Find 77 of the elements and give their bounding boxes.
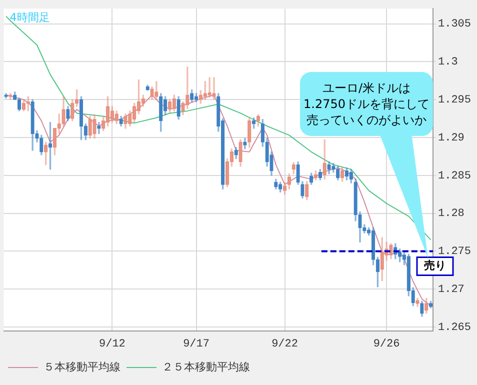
chart-title: 4時間足 [10,10,50,24]
candlestick [17,98,22,112]
candlestick [154,81,158,100]
candlestick [424,298,428,314]
candlestick [79,96,84,140]
candlestick [349,168,353,184]
x-tick-label: 9/12 [99,338,126,350]
candlestick [176,96,180,120]
candlestick [62,96,66,126]
candlestick [212,77,216,100]
candlestick [282,182,287,195]
y-tick-label: 1.29 [438,132,464,144]
candlestick [168,99,172,113]
candlestick [159,93,163,132]
candlestick [243,138,247,150]
y-tick-label: 1.285 [438,170,472,182]
candlestick [124,114,128,129]
candlestick [416,298,420,307]
y-tick-label: 1.3 [438,56,458,69]
candlestick [336,166,340,180]
candlestick [4,93,8,98]
candlestick [380,237,384,282]
y-tick-label: 1.28 [438,208,464,220]
legend-label: ５本移動平均線 [44,360,120,374]
speech-bubble: ユーロ/米ドルは1.2750ドルを背にして売っていくのがよいか [300,72,433,260]
candlestick [203,81,207,100]
candlestick [186,66,190,109]
candlestick [22,99,26,112]
candlestick [88,116,92,139]
candlestick [248,118,252,148]
candlestick [150,86,154,100]
candlestick [398,248,402,262]
candlestick [70,99,74,122]
candlestick [106,96,110,126]
candlestick [119,116,123,126]
candlestick [238,139,242,167]
y-tick-label: 1.295 [438,94,472,106]
ref-line-label: 売り [424,259,446,272]
x-tick-label: 9/17 [183,338,210,350]
candlestick [13,92,17,100]
x-tick-label: 9/26 [373,338,400,350]
candlestick [340,167,344,182]
candlestick [30,99,34,151]
candlestick [66,106,70,122]
candlestick [260,118,264,147]
candlestick [327,161,331,174]
candlestick [287,174,292,190]
y-tick-label: 1.305 [438,18,472,31]
legend-label: ２５本移動平均線 [162,360,250,374]
candlestick [92,114,96,139]
candlestick [278,182,282,192]
candlestick [208,77,212,98]
candlestick [322,139,326,180]
candlestick [296,161,300,185]
candlestick [265,138,269,167]
candlestick [198,90,203,104]
candlestick [300,181,304,198]
y-tick-label: 1.275 [438,246,472,258]
x-tick-label: 9/22 [272,338,298,350]
candlestick [371,227,376,266]
candlestick [190,89,194,102]
y-tick-label: 1.27 [438,284,464,296]
candlestick [428,300,433,308]
candlestick [420,300,424,317]
candlestick [8,93,12,100]
candlestick [110,106,114,123]
y-tick-label: 1.265 [438,322,472,334]
candlestick [305,181,309,200]
candlestick [114,110,118,124]
candlestick [194,93,198,102]
candlestick [318,168,322,180]
annotation: ユーロ/米ドルは1.2750ドルを背にして売っていくのがよいか [300,72,433,136]
candlestick [44,142,48,166]
candlestick [344,167,349,180]
candlestick [132,103,136,123]
candlestick [389,243,393,260]
candlestick [48,122,52,170]
